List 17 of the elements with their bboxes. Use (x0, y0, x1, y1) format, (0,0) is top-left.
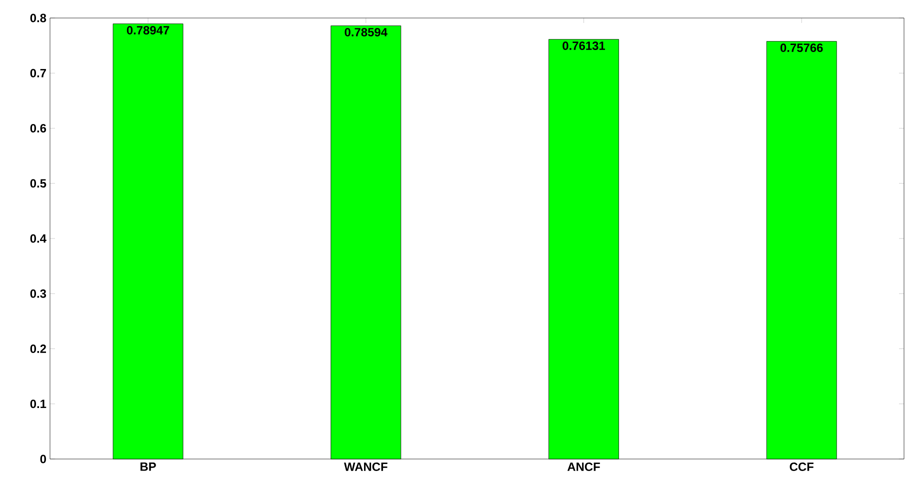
x-tick-label: ANCF (567, 462, 600, 471)
data-label: 0.76131 (562, 42, 606, 50)
y-tick-label: 0 (40, 454, 46, 464)
x-tick-label: WANCF (344, 462, 388, 471)
data-label: 0.78947 (126, 26, 170, 34)
data-label: 0.78594 (344, 28, 388, 36)
y-tick-label: 0.1 (30, 400, 46, 408)
y-tick-label: 0.3 (30, 289, 46, 298)
y-tick-label: 0.7 (30, 68, 46, 78)
y-tick-label: 0.4 (30, 234, 46, 243)
y-tick-label: 0.5 (30, 179, 46, 188)
x-tick-label: BP (140, 462, 156, 471)
y-tick-label: 0.6 (30, 124, 46, 132)
y-tick-label: 0.2 (30, 344, 46, 353)
x-tick-label: CCF (790, 462, 814, 471)
y-tick-label: 0.8 (30, 14, 46, 22)
data-label: 0.75766 (780, 44, 823, 52)
